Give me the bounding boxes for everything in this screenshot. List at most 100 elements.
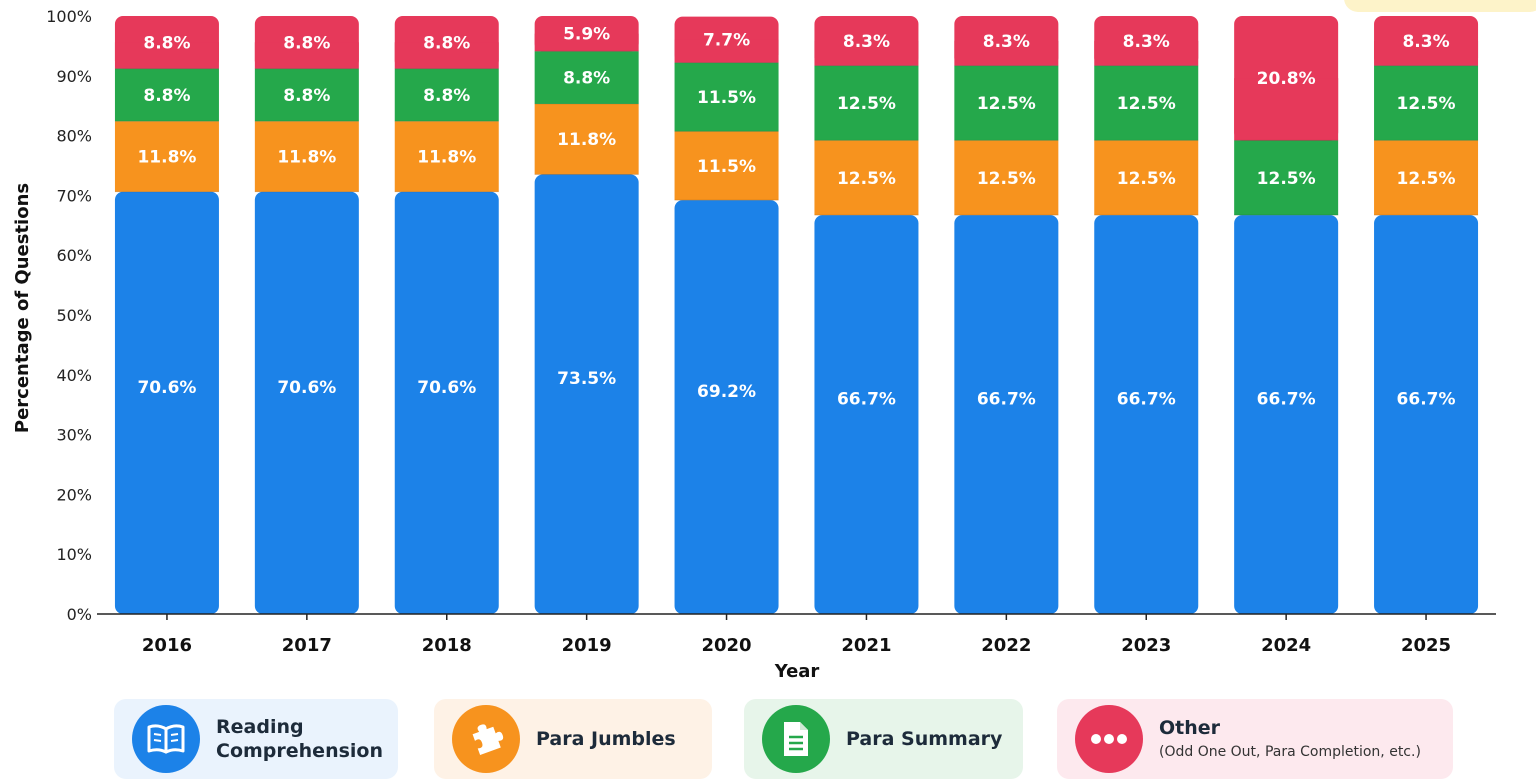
y-tick-label: 60% [56,246,92,265]
x-tick-label: 2016 [142,635,192,656]
bar-segment-reading-comprehension [394,191,499,614]
data-label: 8.8% [143,86,190,106]
y-tick-label: 100% [46,7,92,26]
bar-segment-para-summary [1234,140,1339,216]
data-label: 8.3% [843,32,890,52]
data-label: 11.5% [697,157,756,177]
data-label: 12.5% [977,169,1036,189]
bar-stack: 66.7%0.0%12.5%20.8% [1234,16,1339,614]
bar-segment-para-summary [954,65,1059,141]
bar-stack: 70.6% 11.8% 8.8% 8.8% [254,16,359,614]
data-label: 66.7% [1117,390,1176,410]
data-label: 8.8% [423,33,470,53]
bar-segment-para-summary [394,68,499,122]
puzzle-icon [452,705,520,773]
note-tag [1344,0,1536,12]
y-tick-label: 40% [56,366,92,385]
x-tick-label: 2020 [701,635,751,656]
legend-sublabel: (Odd One Out, Para Completion, etc.) [1159,744,1421,760]
data-label: 11.8% [137,148,196,168]
legend-item-reading-comprehension: Reading Comprehension [114,699,398,779]
bar-segment-reading-comprehension [954,215,1059,614]
bar-segment-para-summary [1374,65,1479,141]
bar-segment-para-jumbles [674,131,779,201]
bar-segment-other-fill [1234,78,1339,141]
data-label: 12.5% [837,169,896,189]
y-tick-label: 20% [56,485,92,504]
bar-segment-other-fill [394,42,499,69]
bar-segment-other-fill [674,39,779,63]
data-label: 66.7% [1397,390,1456,410]
x-tick-label: 2023 [1121,635,1171,656]
data-label: 12.5% [1397,94,1456,114]
bar-stack: 70.6% 11.8% 8.8% 8.8% [394,16,499,614]
data-label: 11.8% [417,148,476,168]
data-label: 12.5% [977,94,1036,114]
bar-segment-reading-comprehension [254,191,359,614]
bar-segment-other-fill [114,42,219,69]
data-label: 70.6% [137,378,196,398]
bar-segment-para-summary [1094,65,1199,141]
bar-segment-para-jumbles [1094,140,1199,216]
y-tick-label: 70% [56,186,92,205]
x-tick-label: 2022 [981,635,1031,656]
data-label: 5.9% [563,25,610,45]
y-axis: 0% 10% 20% 30% 40% 50% 60% 70% 80% 90% 100% [46,7,92,624]
bar-segment-para-summary [534,51,639,104]
y-tick-label: 80% [56,127,92,146]
data-label: 8.8% [563,69,610,89]
bar-segment-other-fill [814,40,919,66]
data-label: 8.8% [283,33,330,53]
bar-segment-para-jumbles [954,140,1059,216]
data-label: 69.2% [697,382,756,402]
more-dots-icon [1075,705,1143,773]
document-icon [762,705,830,773]
data-label: 66.7% [837,390,896,410]
bar-segment-reading-comprehension [674,200,779,614]
data-label: 70.6% [417,378,476,398]
book-icon [132,705,200,773]
bar-segment-para-jumbles [534,103,639,175]
data-label: 12.5% [1117,169,1176,189]
y-axis-title: Percentage of Questions [12,183,33,433]
legend-label: Other [1159,717,1221,739]
bar-segment-reading-comprehension [1234,215,1339,614]
data-label: 12.5% [1397,169,1456,189]
x-axis-title: Year [774,661,820,682]
data-label: 11.5% [697,88,756,108]
data-label: 8.8% [283,86,330,106]
bar-segment-reading-comprehension [114,191,219,614]
bar-segment-para-jumbles [814,140,919,216]
y-tick-label: 10% [56,545,92,564]
data-label: 8.3% [1123,32,1170,52]
y-tick-label: 90% [56,67,92,86]
y-tick-label: 0% [67,605,92,624]
bar-stack: 66.7% 12.5% 12.5% 8.3% [1094,16,1199,614]
legend-label: Para Summary [846,728,1003,750]
data-label: 8.8% [423,86,470,106]
bar-segment-other-fill [1094,40,1199,66]
data-label: 73.5% [557,369,616,389]
data-label: 12.5% [837,94,896,114]
bar-segment-other-fill [254,42,359,69]
x-tick-label: 2024 [1261,635,1311,656]
data-label: 11.8% [557,130,616,150]
bar-segment-reading-comprehension [1094,215,1199,614]
x-tick-label: 2025 [1401,635,1451,656]
legend-item-other: Other (Odd One Out, Para Completion, etc… [1057,699,1453,779]
bar-stack: 73.5% 11.8% 8.8% 5.9% [534,16,639,614]
legend-item-para-jumbles: Para Jumbles [434,699,712,779]
data-label: 7.7% [703,31,750,51]
bar-stack: 66.7% 12.5% 12.5% 8.3% [1374,16,1479,614]
bar-segment-other-fill [534,33,639,52]
bar-segment-para-summary [674,62,779,132]
data-label: 66.7% [1257,390,1316,410]
bar-segment-para-jumbles [254,121,359,192]
bar-segment-para-jumbles [114,121,219,192]
x-tick-label: 2017 [282,635,332,656]
x-axis: 2016 2017 2018 2019 2020 2021 2022 2023 2024 2025 [97,613,1496,656]
bar-segment-reading-comprehension [534,174,639,614]
data-label: 20.8% [1257,69,1316,89]
data-label: 8.3% [983,32,1030,52]
data-label: 8.8% [143,33,190,53]
